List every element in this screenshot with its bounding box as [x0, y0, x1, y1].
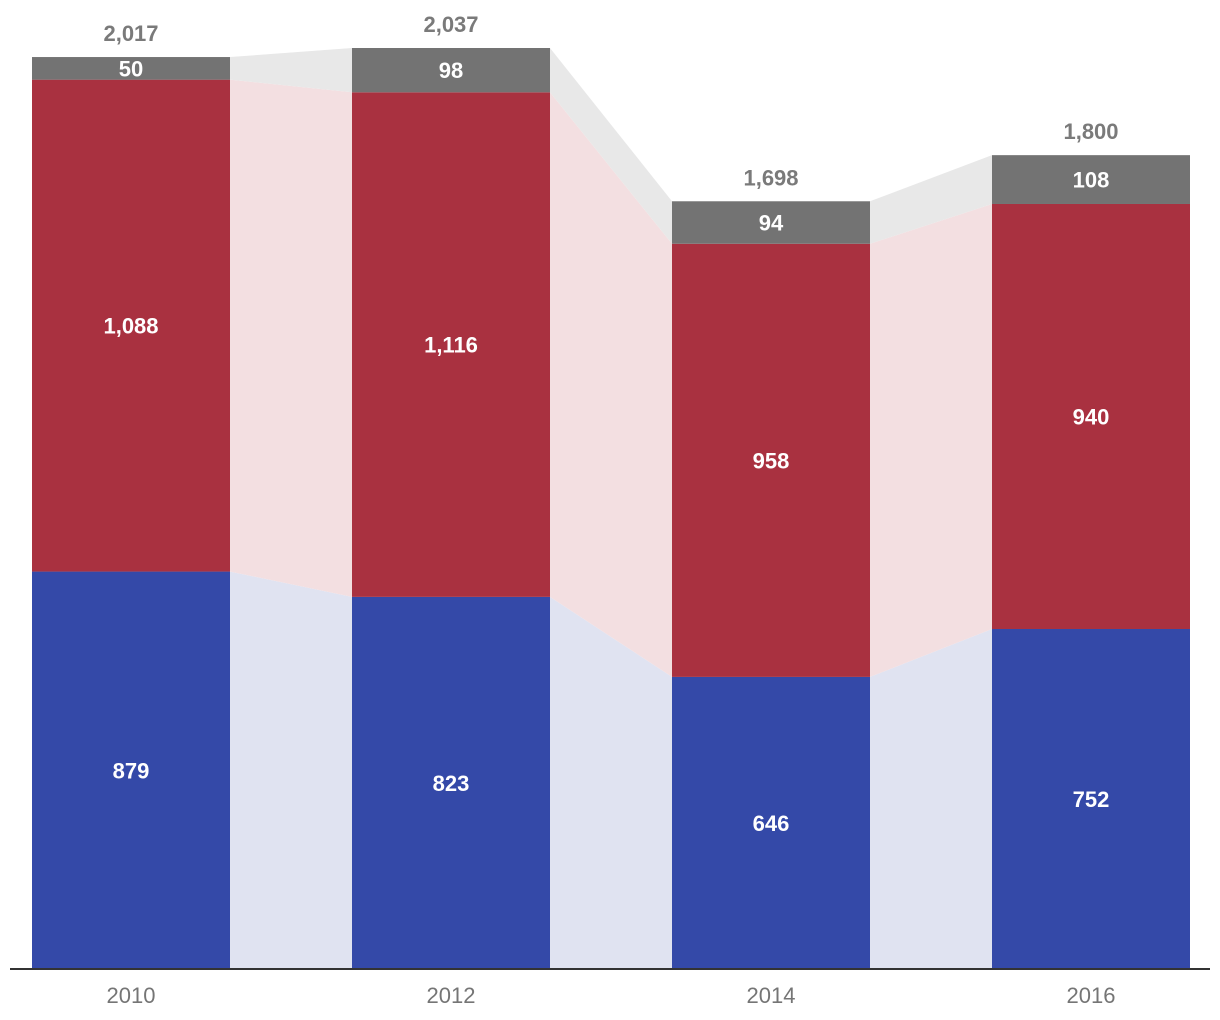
data-label: 1,088 — [103, 314, 158, 339]
x-axis-ticks: 2010 2012 2014 2016 — [107, 983, 1116, 1008]
connector-band — [870, 203, 992, 677]
data-label: 958 — [753, 448, 790, 473]
x-tick-label: 2016 — [1067, 983, 1116, 1008]
total-label: 2,017 — [103, 21, 158, 46]
connector-band — [230, 79, 352, 597]
data-label: 108 — [1073, 168, 1110, 193]
data-label: 50 — [119, 56, 143, 81]
data-label: 823 — [433, 771, 470, 796]
data-label: 940 — [1073, 404, 1110, 429]
bar-segment — [992, 203, 1190, 629]
connector-band — [550, 596, 672, 969]
data-label: 98 — [439, 58, 463, 83]
data-label: 94 — [759, 211, 784, 236]
bar-segment — [352, 596, 550, 969]
connector-band — [550, 92, 672, 677]
connector-band — [870, 628, 992, 969]
connector-band — [230, 48, 352, 93]
bar-segment — [992, 628, 1190, 969]
data-label: 646 — [753, 811, 790, 836]
bar-segment — [352, 48, 550, 93]
bar-segment — [992, 155, 1190, 204]
x-tick-label: 2010 — [107, 983, 156, 1008]
value-labels: 879 823 646 752 1,088 1,116 958 940 50 98 94 108 2,0… — [103, 12, 1118, 836]
bar-segment — [32, 57, 230, 80]
data-label: 752 — [1073, 787, 1110, 812]
bar-segment — [672, 201, 870, 244]
total-label: 1,698 — [743, 165, 798, 190]
data-label: 879 — [113, 758, 150, 783]
bar-segment — [32, 571, 230, 969]
x-tick-label: 2012 — [427, 983, 476, 1008]
bar-segment — [352, 92, 550, 597]
total-label: 1,800 — [1063, 119, 1118, 144]
data-label: 1,116 — [424, 333, 478, 358]
connector-band — [870, 155, 992, 244]
bar-segment — [672, 676, 870, 969]
bar-segment — [672, 243, 870, 677]
connector-band — [230, 571, 352, 969]
total-label: 2,037 — [423, 12, 478, 37]
connector-band — [550, 48, 672, 244]
bar-segment — [32, 79, 230, 572]
x-tick-label: 2014 — [747, 983, 796, 1008]
bar-segments — [32, 48, 1190, 969]
connector-bands — [230, 48, 992, 969]
